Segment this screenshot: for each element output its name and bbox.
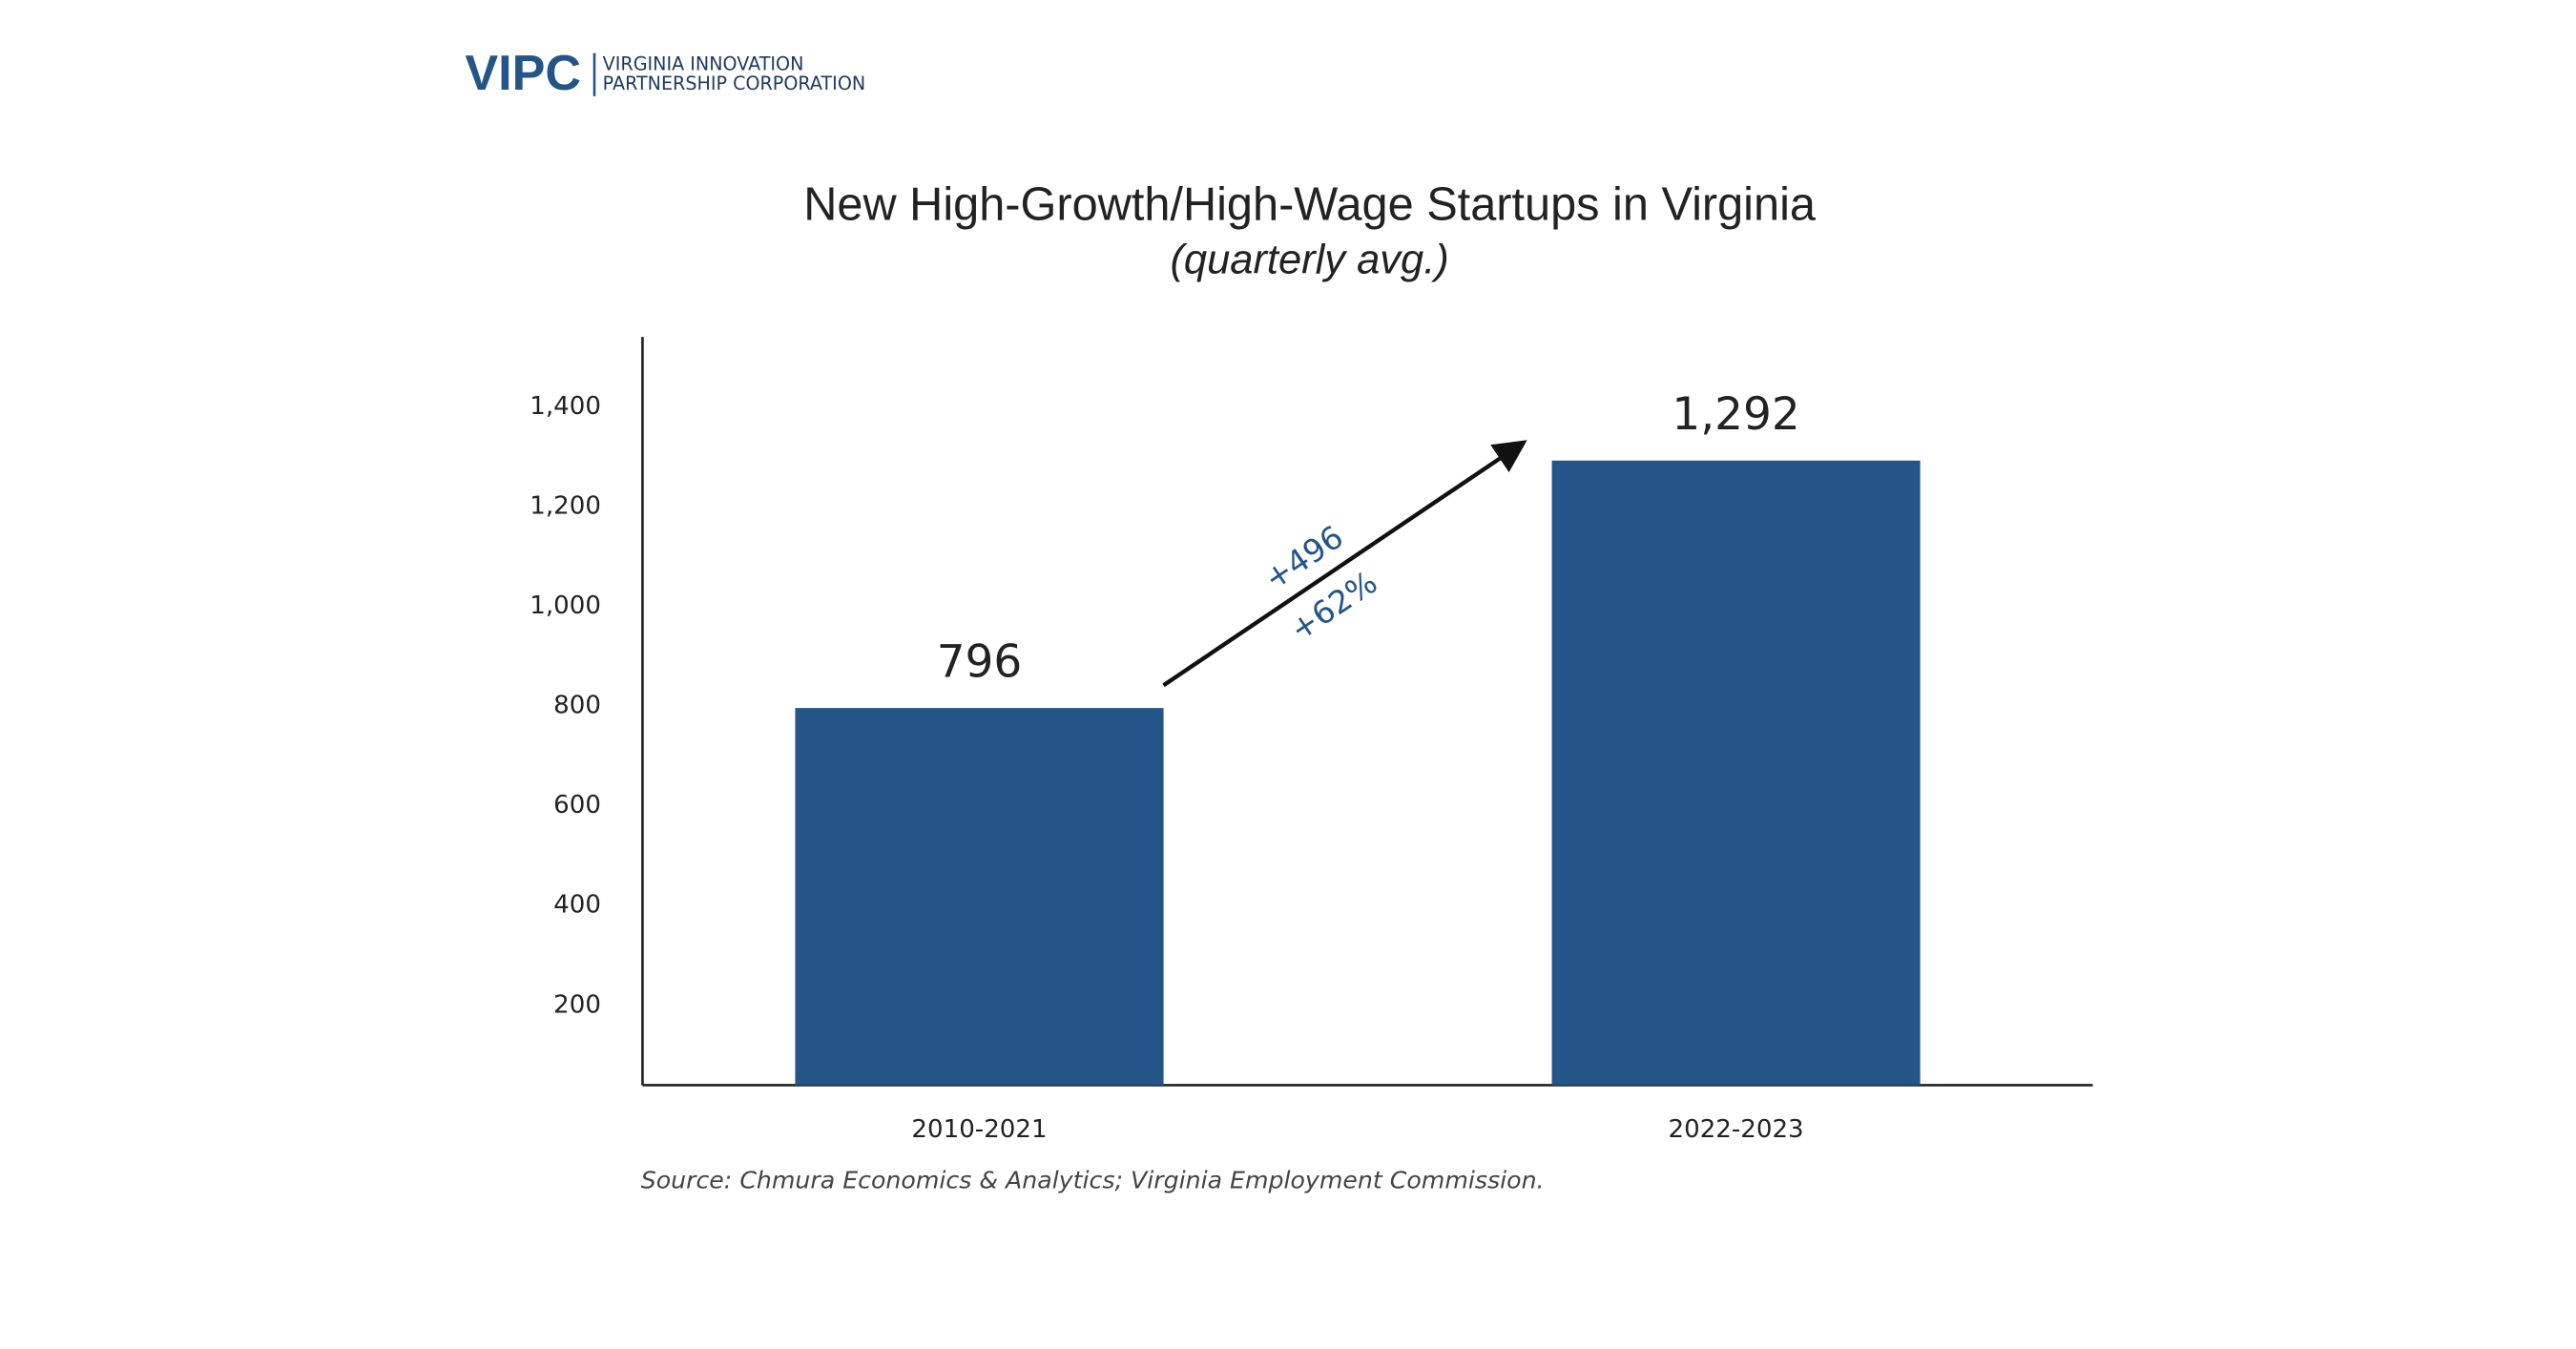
logo-line: PARTNERSHIP CORPORATION <box>603 73 866 94</box>
y-tick-label: 800 <box>553 692 601 720</box>
y-tick-label: 1,200 <box>530 491 601 520</box>
y-tick-label: 400 <box>553 891 601 920</box>
logo-mark: VIPC <box>465 46 581 101</box>
bar <box>795 708 1164 1086</box>
value-label: 1,292 <box>1672 388 1799 441</box>
source-note: Source: Chmura Economics & Analytics; Vi… <box>641 1166 1545 1193</box>
change-arrow <box>1162 440 1527 688</box>
y-tick-label: 1,400 <box>530 392 601 421</box>
x-tick-label: 2010-2021 <box>911 1115 1047 1144</box>
chart-title: New High-Growth/High-Wage Startups in Vi… <box>803 178 1817 230</box>
y-tick-label: 200 <box>553 990 601 1019</box>
y-tick-label: 600 <box>553 791 601 820</box>
x-tick-label: 2022-2023 <box>1669 1115 1804 1144</box>
chart-subtitle: (quarterly avg.) <box>1170 237 1448 282</box>
logo-line: VIRGINIA INNOVATION <box>603 52 804 74</box>
y-tick-label: 1,000 <box>530 591 601 620</box>
bar <box>1551 460 1921 1086</box>
value-label: 796 <box>937 635 1023 688</box>
